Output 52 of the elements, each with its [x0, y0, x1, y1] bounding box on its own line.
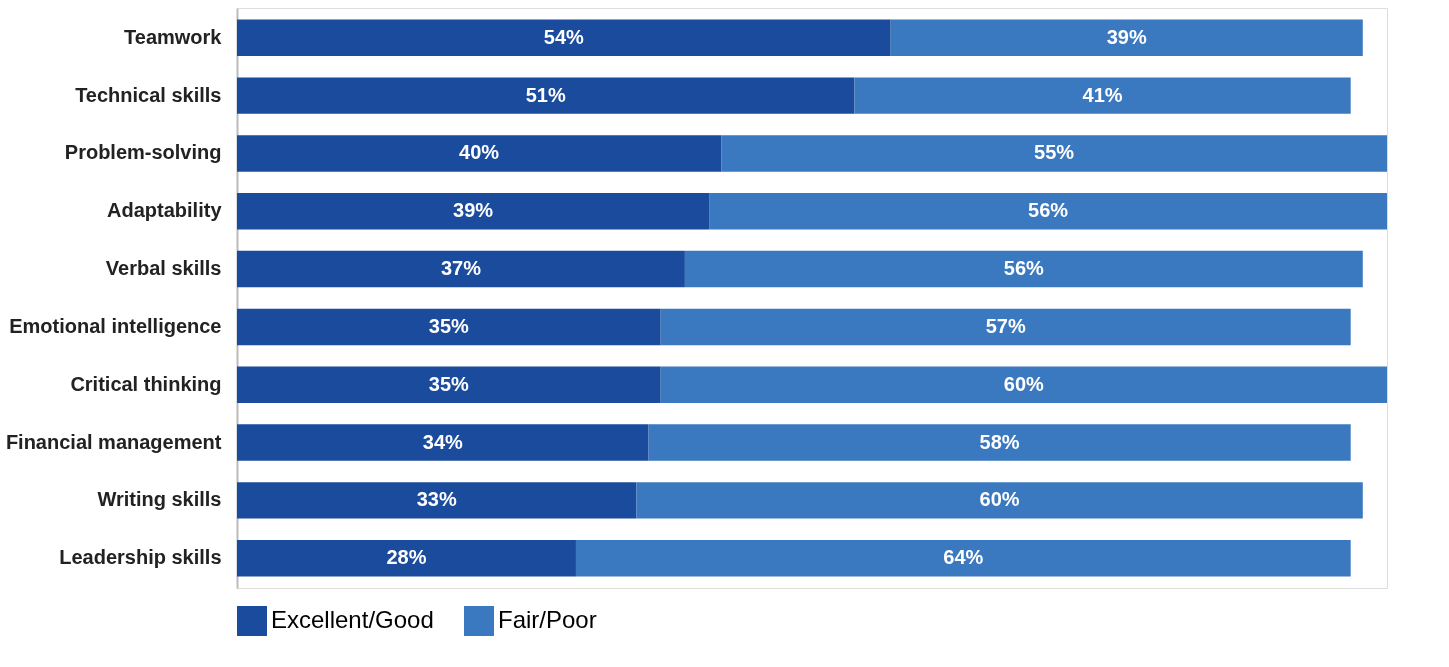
- data-label: 35%: [428, 372, 470, 395]
- data-label: 60%: [1003, 372, 1045, 395]
- bar: [237, 77, 855, 114]
- data-label: 56%: [1028, 199, 1069, 222]
- data-label: 51%: [525, 83, 566, 106]
- bar: [709, 193, 1387, 230]
- y-tick-label: Emotional intelligence: [9, 314, 222, 337]
- bar: [636, 482, 1363, 519]
- data-label: 28%: [386, 546, 427, 569]
- bar: [237, 424, 649, 461]
- legend-label: Excellent/Good: [271, 606, 434, 633]
- bar: [237, 193, 710, 230]
- y-tick-label: Critical thinking: [70, 372, 222, 395]
- bar: [660, 308, 1351, 346]
- data-label: 41%: [1082, 83, 1123, 106]
- bar: [237, 482, 637, 519]
- data-label: 56%: [1003, 257, 1045, 280]
- data-label: 54%: [543, 25, 585, 48]
- data-label: 57%: [985, 314, 1026, 337]
- data-label: 34%: [422, 430, 464, 453]
- legend-label: Fair/Poor: [498, 606, 597, 633]
- data-label: 58%: [979, 430, 1020, 453]
- y-tick-label: Financial management: [5, 430, 222, 453]
- data-label: 40%: [459, 141, 500, 164]
- bar: [660, 366, 1387, 403]
- bar: [854, 77, 1351, 114]
- data-label: 33%: [416, 488, 457, 511]
- bar: [237, 19, 891, 56]
- data-label: 55%: [1034, 141, 1075, 164]
- y-tick-label: Verbal skills: [105, 257, 222, 280]
- y-tick-label: Teamwork: [124, 25, 223, 48]
- data-label: 39%: [453, 199, 494, 222]
- data-label: 60%: [979, 488, 1020, 511]
- y-tick-label: Problem-solving: [64, 141, 222, 164]
- bar: [237, 540, 576, 577]
- bar: [721, 135, 1387, 172]
- y-tick-label: Leadership skills: [59, 546, 222, 569]
- data-label: 35%: [428, 314, 470, 337]
- data-label: 37%: [440, 257, 482, 280]
- bar: [890, 19, 1363, 56]
- data-label: 64%: [943, 546, 984, 569]
- bar: [237, 135, 722, 172]
- y-tick-label: Technical skills: [75, 83, 222, 106]
- data-label: 39%: [1106, 25, 1147, 48]
- y-tick-label: Adaptability: [107, 199, 223, 222]
- bar: [684, 250, 1363, 288]
- bar: [648, 424, 1351, 461]
- y-tick-label: Writing skills: [97, 488, 222, 511]
- bar: [237, 308, 661, 346]
- bar: [237, 250, 685, 288]
- bar: [575, 540, 1351, 577]
- bar: [237, 366, 661, 403]
